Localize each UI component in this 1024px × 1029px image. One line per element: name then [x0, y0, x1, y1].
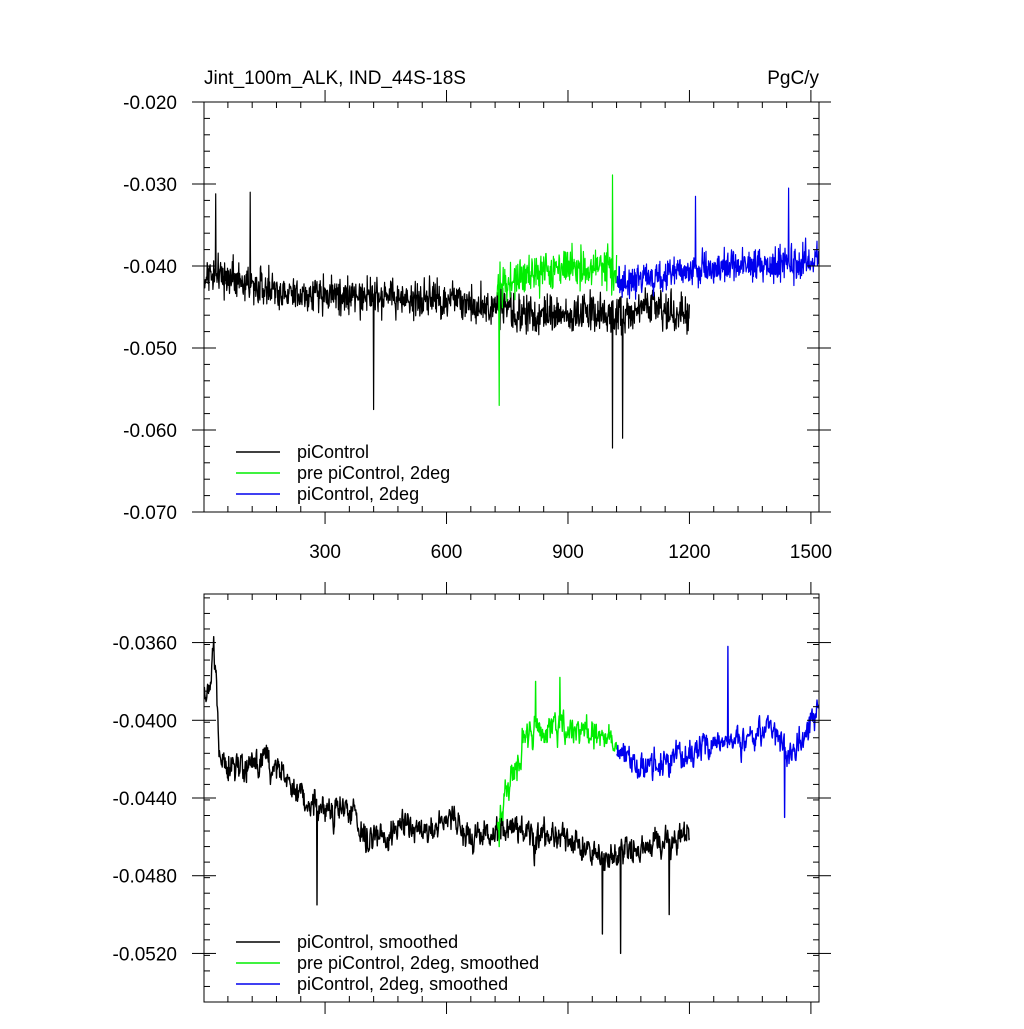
y-tick-label: -0.050: [123, 339, 177, 360]
x-tick-label: 1200: [668, 542, 710, 563]
legend-label-2: pre piControl, 2deg, smoothed: [297, 953, 539, 973]
x-tick-label: 900: [552, 542, 584, 563]
x-tick-label: 600: [431, 542, 463, 563]
series-line-2: [496, 676, 618, 848]
chart-unit-label: PgC/y: [767, 68, 819, 89]
x-tick-label: 1500: [790, 542, 832, 563]
plot-frame: [203, 101, 820, 513]
y-tick-label: -0.040: [123, 257, 177, 278]
y-tick-label: -0.0440: [113, 789, 177, 810]
y-tick-label: -0.070: [123, 503, 177, 524]
top-panel: -0.020 -0.030 -0.040 -0.050 -0.060 -0.070 300 6…: [123, 90, 832, 563]
series-line-1: [204, 636, 691, 955]
series-line-1: [204, 191, 690, 449]
series-line-3: [616, 187, 819, 300]
y-tick-label: -0.030: [123, 175, 177, 196]
y-tick-label: -0.0400: [113, 711, 177, 732]
y-tick-label: -0.0360: [113, 634, 177, 655]
series-line-3: [616, 645, 819, 819]
y-tick-label: -0.0520: [113, 944, 177, 965]
legend-label-1: piControl, smoothed: [297, 932, 458, 952]
bottom-panel: -0.0360 -0.0400 -0.0440 -0.0480 -0.0520 piCon…: [113, 582, 831, 1014]
series-line-2: [496, 174, 618, 406]
legend-label-3: piControl, 2deg: [297, 484, 419, 504]
chart-title: Jint_100m_ALK, IND_44S-18S: [204, 68, 466, 89]
y-tick-label: -0.0480: [113, 867, 177, 888]
plot-area: [204, 174, 819, 449]
legend-label-3: piControl, 2deg, smoothed: [297, 974, 508, 994]
plot-area: [204, 636, 819, 955]
legend-label-1: piControl: [297, 442, 369, 462]
y-tick-label: -0.060: [123, 421, 177, 442]
y-tick-label: -0.020: [123, 93, 177, 114]
legend-label-2: pre piControl, 2deg: [297, 463, 450, 483]
x-tick-label: 300: [309, 542, 341, 563]
